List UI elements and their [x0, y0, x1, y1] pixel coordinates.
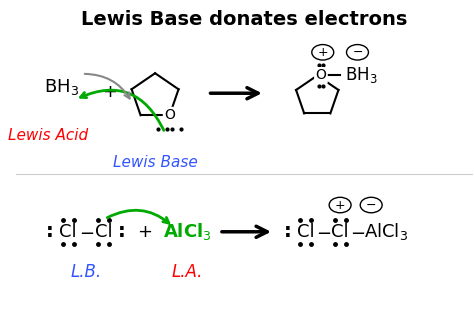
Text: O: O: [164, 108, 175, 122]
Text: O: O: [316, 69, 327, 83]
Text: Lewis Acid: Lewis Acid: [8, 128, 88, 143]
Text: +: +: [335, 199, 346, 212]
Text: Cl: Cl: [297, 223, 315, 241]
Text: BH$_3$: BH$_3$: [44, 77, 79, 97]
Text: L.B.: L.B.: [70, 263, 101, 281]
Text: +: +: [102, 83, 117, 101]
Text: −: −: [366, 199, 376, 212]
Text: +: +: [137, 223, 152, 241]
Text: $-$: $-$: [316, 223, 331, 241]
Text: :: :: [46, 222, 54, 241]
Text: Cl: Cl: [59, 223, 77, 241]
Text: −: −: [352, 46, 363, 59]
Text: +: +: [318, 46, 328, 59]
Text: Lewis Base donates electrons: Lewis Base donates electrons: [81, 10, 407, 29]
Text: AlCl$_3$: AlCl$_3$: [163, 221, 211, 242]
Text: Cl: Cl: [331, 223, 349, 241]
Text: Cl: Cl: [95, 223, 113, 241]
Text: $-$: $-$: [79, 223, 94, 241]
Text: BH$_3$: BH$_3$: [345, 66, 377, 85]
Text: :: :: [118, 222, 126, 241]
Text: L.A.: L.A.: [172, 263, 203, 281]
Text: $-$: $-$: [350, 223, 365, 241]
Text: :: :: [284, 222, 292, 241]
Text: Lewis Base: Lewis Base: [113, 155, 198, 170]
Text: AlCl$_3$: AlCl$_3$: [364, 221, 408, 242]
